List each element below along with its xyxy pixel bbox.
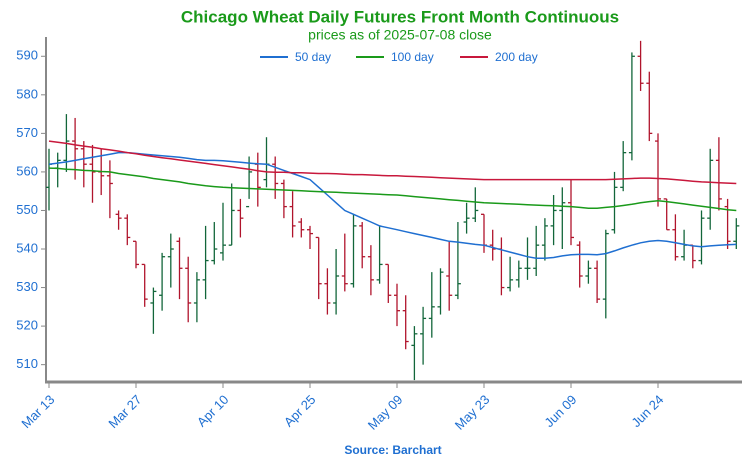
- ma-line: [48, 140, 737, 185]
- y-tick-label: 570: [16, 125, 38, 140]
- ma-line: [48, 167, 737, 212]
- y-tick-label: 510: [16, 356, 38, 371]
- y-tick-label: 560: [16, 163, 38, 178]
- x-tick-label: Jun 09: [541, 392, 579, 430]
- legend-label: 50 day: [295, 50, 331, 64]
- x-tick-label: Mar 13: [18, 392, 57, 431]
- y-tick-label: 530: [16, 279, 38, 294]
- y-tick-label: 590: [16, 48, 38, 63]
- x-tick-label: Jun 24: [628, 392, 666, 430]
- ma-line: [48, 151, 737, 260]
- y-tick-label: 550: [16, 202, 38, 217]
- legend-label: 200 day: [495, 50, 538, 64]
- x-tick-label: Mar 27: [105, 392, 144, 431]
- chart-title: Chicago Wheat Daily Futures Front Month …: [181, 7, 619, 26]
- x-tick-label: May 23: [452, 392, 493, 433]
- legend-label: 100 day: [391, 50, 434, 64]
- source: Source: Barchart: [344, 443, 441, 457]
- y-tick-label: 520: [16, 318, 38, 333]
- x-tick-label: Apr 25: [281, 392, 319, 430]
- y-tick-label: 580: [16, 86, 38, 101]
- y-tick-label: 540: [16, 240, 38, 255]
- chart-subtitle: prices as of 2025-07-08 close: [308, 27, 492, 43]
- x-tick-label: May 09: [365, 392, 406, 433]
- x-tick-label: Apr 10: [194, 392, 232, 430]
